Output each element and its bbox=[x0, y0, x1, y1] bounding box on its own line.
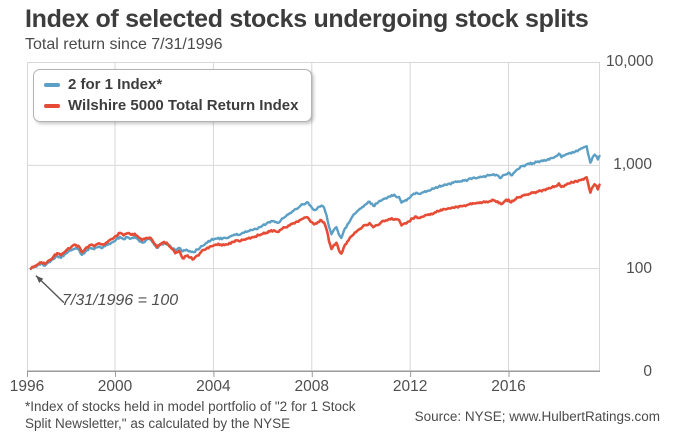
legend-label-2for1-index: 2 for 1 Index* bbox=[68, 76, 163, 93]
y-tick-label: 1,000 bbox=[613, 156, 652, 174]
x-tick-label: 2000 bbox=[97, 378, 133, 395]
y-tick-label: 10,000 bbox=[606, 53, 654, 70]
x-tick-label: 2016 bbox=[491, 378, 526, 395]
blue-line-swatch-icon bbox=[44, 82, 60, 87]
footnote-line-2: Split Newsletter," as calculated by the … bbox=[25, 415, 291, 431]
footnote-line-1: *Index of stocks held in model portfolio… bbox=[25, 399, 356, 414]
series-2for1-index-line bbox=[29, 145, 601, 270]
legend-label-wilshire-5000: Wilshire 5000 Total Return Index bbox=[68, 97, 299, 114]
annotation-arrowhead-icon bbox=[35, 275, 44, 283]
legend-item-wilshire-5000: Wilshire 5000 Total Return Index bbox=[44, 95, 298, 116]
y-tick-label: 0 bbox=[643, 363, 652, 380]
annotation-label: 7/31/1996 = 100 bbox=[62, 292, 179, 309]
x-tick-label: 2008 bbox=[294, 378, 329, 395]
x-tick-label: 2004 bbox=[196, 378, 231, 395]
series-wilshire-5000-line bbox=[29, 176, 601, 270]
source-note: Source: NYSE; www.HulbertRatings.com bbox=[414, 409, 660, 424]
x-tick-label: 1996 bbox=[9, 378, 45, 395]
x-tick-label: 2012 bbox=[392, 378, 428, 395]
page-title: Index of selected stocks undergoing stoc… bbox=[25, 5, 589, 33]
legend: 2 for 1 Index* Wilshire 5000 Total Retur… bbox=[33, 69, 313, 122]
legend-item-2for1-index: 2 for 1 Index* bbox=[44, 74, 298, 95]
red-line-swatch-icon bbox=[44, 103, 60, 108]
page-subtitle: Total return since 7/31/1996 bbox=[25, 36, 223, 53]
y-tick-label: 100 bbox=[626, 259, 652, 277]
footnote: *Index of stocks held in model portfolio… bbox=[25, 399, 355, 432]
